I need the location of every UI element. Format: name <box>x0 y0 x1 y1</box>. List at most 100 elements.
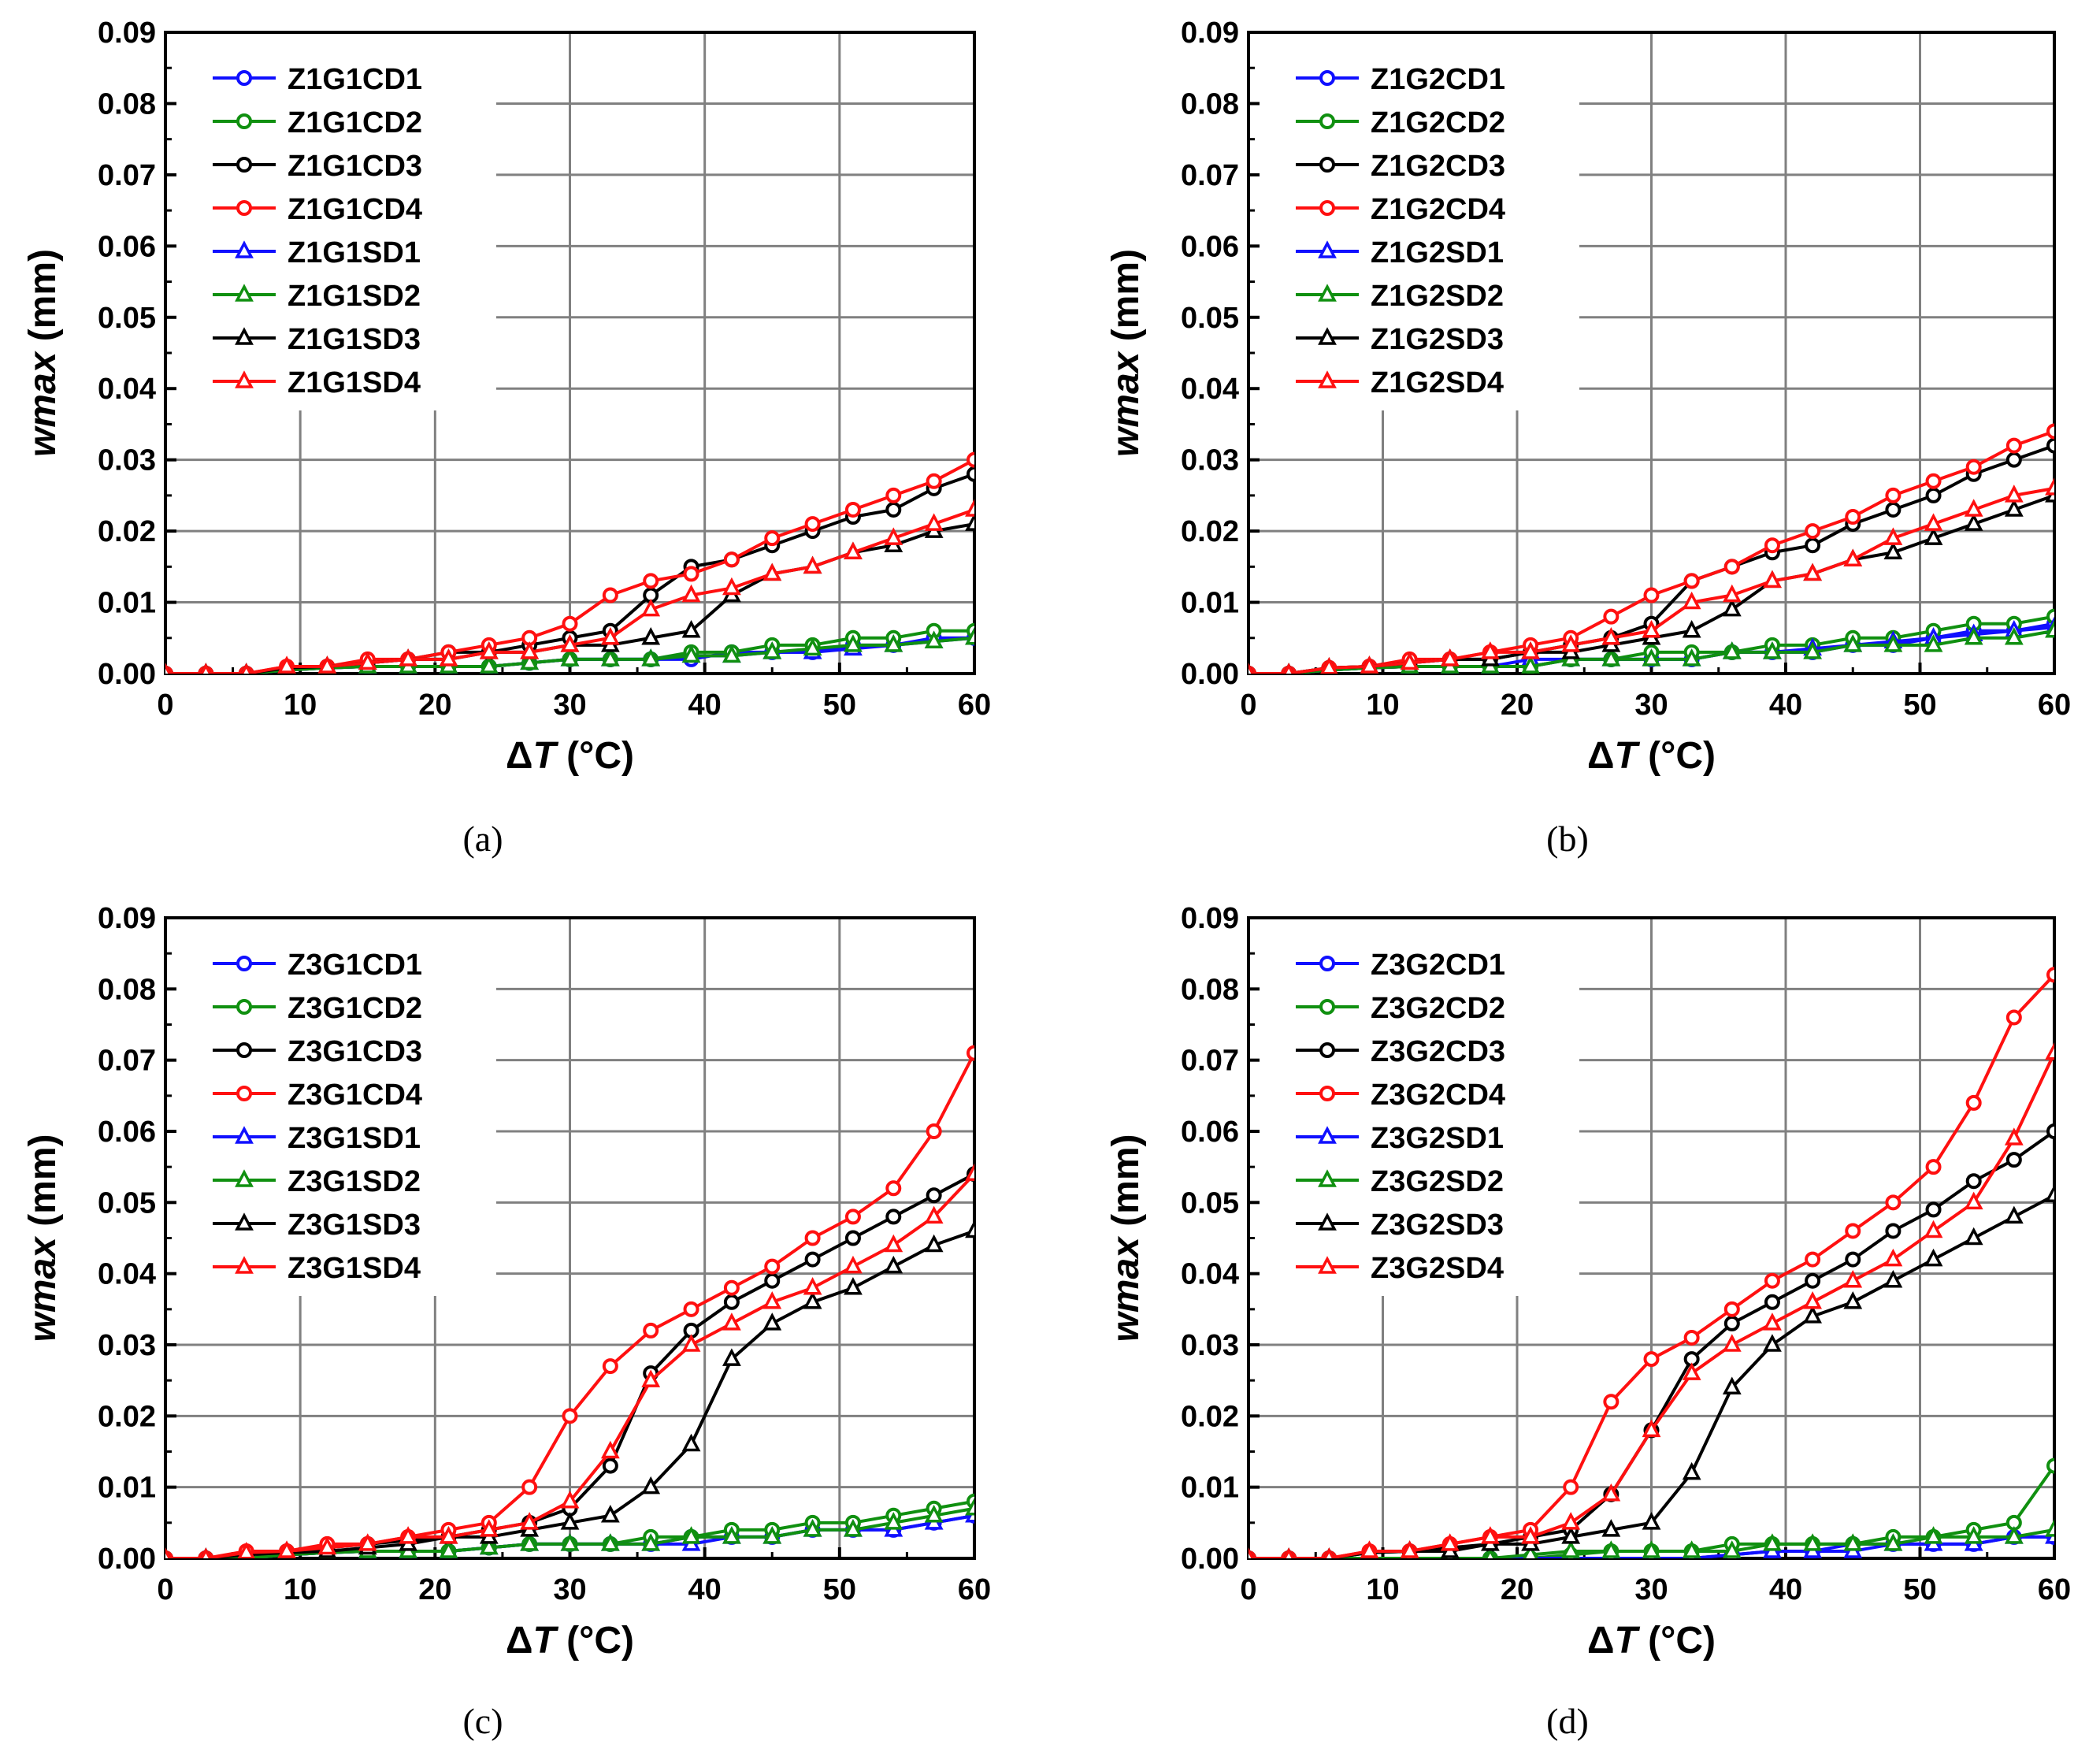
x-tick-label: 0 <box>1240 689 1256 722</box>
data-point-Z3G1SD4 <box>681 1334 701 1352</box>
data-point-Z1G1SD2 <box>520 652 540 670</box>
data-point-Z1G1CD4 <box>764 530 781 547</box>
data-point-Z1G2CD3 <box>2005 451 2022 468</box>
x-tick-label: 40 <box>688 689 722 722</box>
data-point-Z3G2SD2 <box>1924 1526 1943 1544</box>
legend-swatch-marker <box>1319 113 1335 129</box>
data-point-Z3G2CD3 <box>1845 1251 1861 1268</box>
legend-label: Z3G1CD1 <box>288 949 422 982</box>
data-point-Z1G1CD3 <box>885 501 902 518</box>
legend-entry-Z3G2SD1: Z3G2SD1 <box>1296 1122 1504 1155</box>
data-point-Z3G2CD4 <box>1764 1272 1780 1289</box>
data-point-Z3G2CD3 <box>2005 1152 2022 1168</box>
legend-swatch-marker <box>1318 284 1337 302</box>
data-point-Z3G2SD2 <box>1682 1540 1701 1558</box>
legend-swatch-marker <box>235 370 254 388</box>
data-point-Z3G2CD3 <box>1925 1201 1942 1218</box>
data-point-Z1G1SD4 <box>317 655 337 674</box>
data-point-Z3G1SD4 <box>803 1276 822 1295</box>
data-point-Z3G2SD4 <box>1883 1248 1903 1267</box>
x-tick-label: 10 <box>284 1573 317 1606</box>
y-tick-label: 0.04 <box>98 373 156 406</box>
legend-swatch-marker <box>236 1086 252 1101</box>
data-point-Z3G1CD3 <box>804 1251 821 1268</box>
y-tick-label: 0.00 <box>98 658 156 691</box>
y-tick-label: 0.06 <box>1181 230 1239 263</box>
data-point-Z1G2CD4 <box>1925 473 1942 489</box>
y-tick-label: 0.05 <box>1181 302 1239 335</box>
data-point-Z3G1CD4 <box>643 1322 659 1339</box>
data-point-Z3G1SD2 <box>681 1526 701 1544</box>
ticks: 0 10 20 30 40 50 60 0.00 0.01 0.02 0.03 0.04 0.05 0.0… <box>98 17 991 722</box>
panel-label: (a) <box>462 819 503 859</box>
data-point-Z1G2SD4 <box>1964 499 1983 517</box>
legend: Z3G1CD1 Z3G1CD2 Z3G1CD3 Z3G1CD4 Z3G1SD1 Z3G1S… <box>213 949 422 1285</box>
x-tick-label: 20 <box>1501 1573 1534 1606</box>
data-point-Z3G1SD4 <box>600 1440 620 1459</box>
legend-swatch-marker <box>1319 157 1335 173</box>
x-tick-label: 40 <box>1769 689 1802 722</box>
data-point-Z3G1SD2 <box>965 1498 974 1516</box>
data-point-Z1G1SD4 <box>884 527 903 545</box>
legend-entry-Z1G2CD4: Z1G2CD4 <box>1296 193 1505 226</box>
data-point-Z1G1SD2 <box>924 630 944 649</box>
data-point-Z3G1SD3 <box>560 1512 580 1530</box>
data-point-Z3G1SD4 <box>641 1369 661 1387</box>
x-tick-label: 30 <box>553 1573 586 1606</box>
data-point-Z1G1SD4 <box>399 648 418 666</box>
y-tick-label: 0.05 <box>98 1186 156 1220</box>
data-point-Z3G1SD4 <box>762 1291 782 1309</box>
y-tick-label: 0.02 <box>98 1400 156 1433</box>
legend-swatch-marker <box>235 1256 254 1274</box>
legend-entry-Z1G1CD4: Z1G1CD4 <box>213 193 422 226</box>
data-point-Z3G2SD4 <box>1682 1362 1701 1380</box>
y-axis-label: wmax (mm) <box>1105 249 1147 457</box>
grid <box>1248 32 2054 674</box>
legend-swatch-marker <box>1318 1126 1337 1144</box>
data-point-Z3G1CD4 <box>804 1230 821 1246</box>
data-point-Z1G2SD2 <box>2045 619 2054 638</box>
x-axis-label-rest: (°C) <box>1638 735 1716 777</box>
data-point-Z3G2SD3 <box>1803 1305 1823 1324</box>
x-tick-label: 60 <box>2038 1573 2071 1606</box>
data-point-Z3G2SD4 <box>2045 1042 2054 1060</box>
legend-label: Z3G1CD3 <box>288 1035 422 1068</box>
legend-entry-Z3G2SD3: Z3G2SD3 <box>1296 1209 1504 1242</box>
x-axis-label-var: T <box>533 735 559 777</box>
x-tick-label: 10 <box>1366 1573 1399 1606</box>
data-point-Z1G2SD4 <box>1682 591 1701 610</box>
data-point-Z3G2CD4 <box>1563 1479 1579 1495</box>
x-axis-label: ΔT (°C) <box>506 735 634 777</box>
data-point-Z3G1SD2 <box>600 1533 620 1551</box>
data-point-Z3G2SD4 <box>1763 1313 1782 1331</box>
data-point-Z3G2SD4 <box>1601 1483 1621 1502</box>
legend-label: Z3G2SD1 <box>1371 1122 1504 1155</box>
data-point-Z3G2SD4 <box>1803 1291 1823 1309</box>
legend-entry-Z3G2SD2: Z3G2SD2 <box>1296 1165 1504 1198</box>
data-point-Z1G2SD2 <box>1642 648 1661 666</box>
data-point-Z3G1SD3 <box>924 1234 944 1253</box>
legend-entry-Z1G1CD1: Z1G1CD1 <box>213 63 422 96</box>
data-point-Z3G1SD4 <box>358 1533 377 1551</box>
legend-entry-Z1G2CD2: Z1G2CD2 <box>1296 106 1505 139</box>
data-point-Z1G2CD4 <box>1643 587 1660 603</box>
data-point-Z3G1SD2 <box>722 1526 741 1544</box>
legend-entry-Z3G1CD2: Z3G1CD2 <box>213 992 422 1025</box>
data-point-Z1G1SD2 <box>479 655 499 674</box>
data-point-Z1G2CD4 <box>1965 459 1982 475</box>
data-point-Z3G1SD4 <box>237 1542 255 1558</box>
y-tick-label: 0.03 <box>1181 444 1239 477</box>
data-point-Z3G2SD4 <box>1561 1512 1581 1530</box>
data-point-Z3G2SD2 <box>1601 1540 1621 1558</box>
legend-label: Z3G2CD2 <box>1371 992 1505 1025</box>
data-point-Z3G2SD4 <box>1843 1269 1863 1288</box>
x-tick-label: 0 <box>157 1573 173 1606</box>
data-point-Z1G1SD4 <box>358 652 377 670</box>
y-tick-label: 0.09 <box>98 902 156 935</box>
data-point-Z1G2SD2 <box>1763 641 1782 659</box>
data-point-Z1G2CD4 <box>1723 559 1740 575</box>
data-point-Z1G1CD4 <box>723 551 740 568</box>
legend-label: Z1G2SD1 <box>1371 236 1504 269</box>
data-point-Z1G2SD2 <box>2004 627 2024 645</box>
y-tick-label: 0.07 <box>98 1045 156 1078</box>
